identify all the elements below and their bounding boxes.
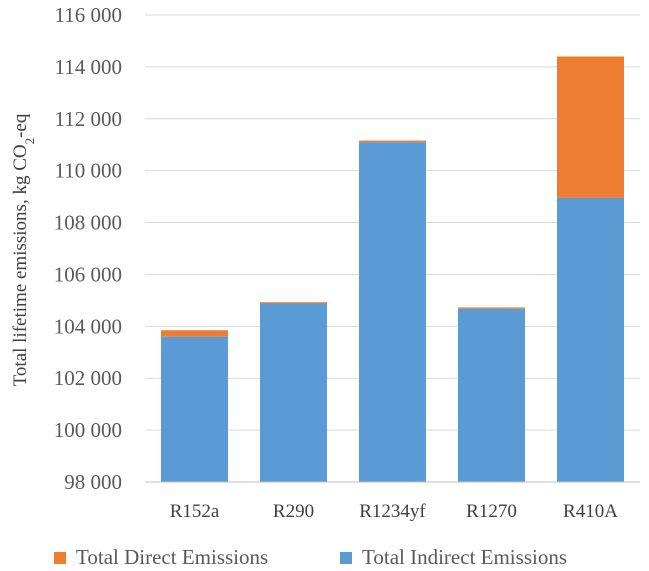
y-tick-label: 104 000 bbox=[54, 314, 122, 338]
legend-swatch-indirect bbox=[340, 551, 352, 564]
legend-label-indirect: Total Indirect Emissions bbox=[362, 545, 567, 569]
x-tick-label-R290: R290 bbox=[273, 501, 314, 522]
bars bbox=[161, 56, 624, 483]
legend-swatch-direct bbox=[54, 551, 66, 564]
bar-R410A-direct bbox=[557, 56, 624, 198]
y-tick-label: 110 000 bbox=[55, 159, 122, 183]
bar-R410A-indirect bbox=[557, 197, 624, 483]
bar-R1234yf-indirect bbox=[359, 142, 426, 482]
y-tick-label: 106 000 bbox=[54, 262, 122, 286]
bar-R290-indirect bbox=[260, 303, 327, 482]
bar-R1270-indirect bbox=[458, 308, 525, 482]
y-axis-ticks: 98 000 100 000 102 000 104 000 106 000 108 00… bbox=[54, 3, 122, 494]
bar-R1234yf-direct bbox=[359, 140, 426, 143]
x-tick-label-R1234yf: R1234yf bbox=[359, 501, 426, 522]
legend-label-direct: Total Direct Emissions bbox=[76, 545, 269, 569]
x-tick-label-R152a: R152a bbox=[170, 501, 220, 522]
y-tick-label: 100 000 bbox=[54, 418, 122, 442]
legend-item-direct: Total Direct Emissions bbox=[54, 545, 268, 570]
legend: Total Direct Emissions Total Indirect Em… bbox=[0, 545, 649, 571]
bar-R290-direct bbox=[260, 302, 327, 304]
y-tick-label: 102 000 bbox=[54, 366, 122, 390]
y-tick-label: 114 000 bbox=[55, 55, 122, 79]
x-tick-label-R410A: R410A bbox=[563, 501, 618, 522]
y-axis-label: Total lifetime emissions, kg CO2-eq bbox=[10, 113, 37, 386]
y-tick-label: 112 000 bbox=[55, 107, 122, 131]
legend-item-indirect: Total Indirect Emissions bbox=[340, 545, 567, 570]
y-tick-label: 98 000 bbox=[64, 470, 122, 494]
bar-R1270-direct bbox=[458, 307, 525, 309]
x-tick-label-R1270: R1270 bbox=[466, 501, 517, 522]
x-axis-categories: R152a R290 R1234yf R1270 R410A bbox=[170, 501, 619, 522]
y-tick-label: 116 000 bbox=[55, 3, 122, 27]
bar-R152a-direct bbox=[161, 330, 228, 337]
bar-R152a-indirect bbox=[161, 336, 228, 482]
stacked-bar-chart: 98 000 100 000 102 000 104 000 106 000 108 00… bbox=[10, 3, 640, 522]
y-tick-label: 108 000 bbox=[54, 211, 122, 235]
